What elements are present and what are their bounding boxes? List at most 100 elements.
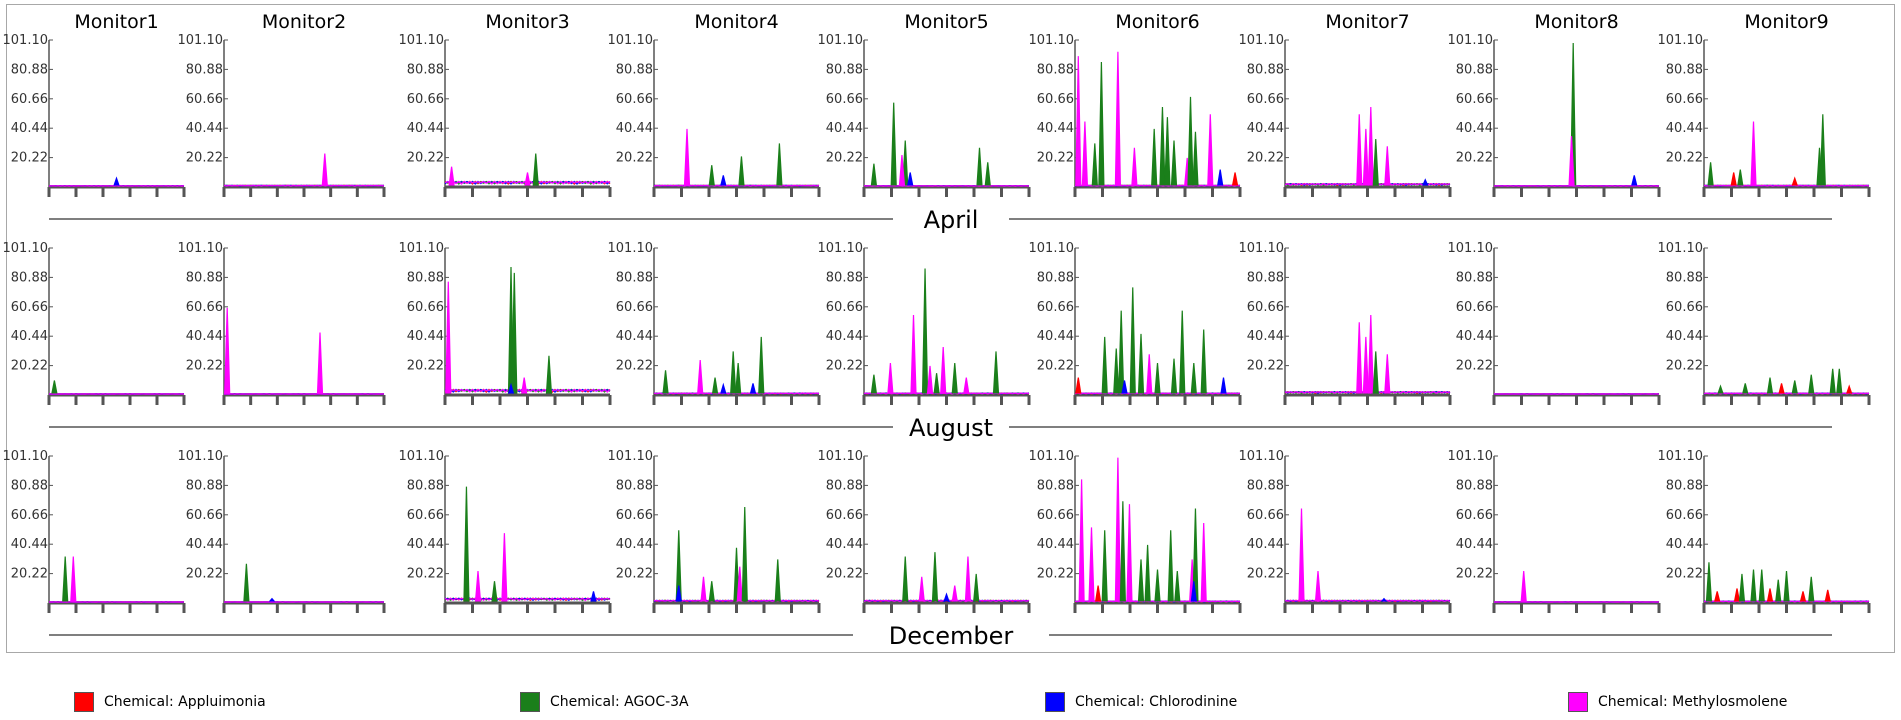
peak-mark <box>675 585 682 602</box>
baseline-trace <box>444 597 611 602</box>
y-tick-label: 80.88 <box>11 270 48 285</box>
y-tick-label: 60.66 <box>186 508 223 523</box>
y-tick-label: 40.44 <box>1456 537 1493 552</box>
peak-mark <box>1824 589 1831 602</box>
y-tick-label: 60.66 <box>1456 508 1493 523</box>
y-tick-label: 101.10 <box>1448 33 1494 48</box>
peak-mark <box>931 552 939 602</box>
y-tick-label: 80.88 <box>1666 270 1703 285</box>
y-tick-label: 80.88 <box>616 270 653 285</box>
y-tick-label: 80.88 <box>1037 478 1074 493</box>
y-tick-label: 20.22 <box>11 359 48 374</box>
peak-mark <box>1738 573 1746 602</box>
peak-mark <box>1190 362 1197 394</box>
peak-mark <box>1091 143 1098 186</box>
legend-swatch-appluimonia <box>74 692 94 712</box>
peak-mark <box>774 559 781 602</box>
y-tick-label: 40.44 <box>186 537 223 552</box>
peak-mark <box>675 530 682 602</box>
peak-mark <box>662 370 669 394</box>
peak-mark <box>870 163 877 186</box>
y-tick-label: 60.66 <box>407 300 444 315</box>
peak-mark <box>524 172 531 186</box>
y-tick-label: 101.10 <box>399 33 445 48</box>
peak-mark <box>1231 172 1239 186</box>
y-tick-label: 40.44 <box>11 537 48 552</box>
peak-mark <box>1367 107 1374 186</box>
y-tick-label: 20.22 <box>1247 567 1284 582</box>
monitor-header-5: Monitor5 <box>904 11 988 33</box>
peak-mark <box>1846 384 1853 394</box>
y-tick-label: 101.10 <box>3 241 49 256</box>
peak-mark <box>1088 527 1095 602</box>
y-tick-label: 60.66 <box>826 92 863 107</box>
peak-mark <box>720 175 727 186</box>
peak-mark <box>1520 570 1527 602</box>
peak-mark <box>507 382 515 394</box>
month-label-august: August <box>909 414 993 442</box>
y-tick-label: 60.66 <box>1456 92 1493 107</box>
peak-mark <box>1200 523 1207 602</box>
peak-mark <box>1126 504 1133 602</box>
y-tick-label: 80.88 <box>407 62 444 77</box>
peak-mark <box>1778 383 1785 394</box>
peak-mark <box>1081 121 1088 186</box>
peak-mark <box>1707 162 1714 186</box>
peak-mark <box>590 591 597 602</box>
peak-mark <box>1791 176 1798 186</box>
y-tick-label: 80.88 <box>11 478 48 493</box>
y-tick-label: 60.66 <box>11 508 48 523</box>
peak-mark <box>1799 591 1807 602</box>
peak-mark <box>1808 374 1815 394</box>
legend-label-appluimonia: Chemical: Appluimonia <box>104 694 266 710</box>
peak-mark <box>474 570 482 602</box>
y-tick-label: 101.10 <box>818 33 864 48</box>
y-tick-label: 40.44 <box>1247 537 1284 552</box>
peak-mark <box>984 162 991 186</box>
y-tick-label: 101.10 <box>818 449 864 464</box>
peak-mark <box>720 382 727 394</box>
y-tick-label: 80.88 <box>1037 62 1074 77</box>
peak-mark <box>700 576 707 602</box>
peak-mark <box>1190 581 1197 602</box>
peak-mark <box>1101 530 1108 602</box>
y-tick-label: 101.10 <box>3 33 49 48</box>
y-tick-label: 60.66 <box>616 508 653 523</box>
monitor-header-9: Monitor9 <box>1744 11 1828 33</box>
monitor-header-3: Monitor3 <box>485 11 569 33</box>
peak-mark <box>963 377 970 394</box>
y-tick-label: 20.22 <box>1456 567 1493 582</box>
monitor-header-7: Monitor7 <box>1325 11 1409 33</box>
peak-mark <box>1730 172 1737 186</box>
peak-mark <box>973 573 980 602</box>
peak-mark <box>898 154 906 186</box>
y-tick-label: 40.44 <box>1037 329 1074 344</box>
peak-mark <box>1078 479 1085 602</box>
y-tick-label: 20.22 <box>616 567 653 582</box>
monitor-header-2: Monitor2 <box>262 11 346 33</box>
peak-mark <box>1362 336 1369 394</box>
y-tick-label: 80.88 <box>186 478 223 493</box>
y-tick-label: 60.66 <box>826 300 863 315</box>
peak-mark <box>776 143 783 186</box>
peak-mark <box>887 362 894 394</box>
y-tick-label: 60.66 <box>1247 300 1284 315</box>
peak-mark <box>1568 136 1575 186</box>
peak-mark <box>1362 128 1369 186</box>
peak-mark <box>1075 377 1082 394</box>
y-tick-label: 80.88 <box>826 62 863 77</box>
peak-mark <box>738 156 745 186</box>
y-tick-label: 60.66 <box>186 300 223 315</box>
y-tick-label: 80.88 <box>1037 270 1074 285</box>
peak-mark <box>1131 147 1138 186</box>
y-tick-label: 80.88 <box>1247 270 1284 285</box>
peak-mark <box>1836 368 1843 394</box>
peak-mark <box>749 383 757 394</box>
y-tick-label: 40.44 <box>11 329 48 344</box>
peak-mark <box>910 315 917 394</box>
y-tick-label: 60.66 <box>186 92 223 107</box>
y-tick-label: 80.88 <box>1247 478 1284 493</box>
y-tick-label: 40.44 <box>407 121 444 136</box>
peak-mark <box>758 336 765 394</box>
peak-mark <box>735 362 742 394</box>
